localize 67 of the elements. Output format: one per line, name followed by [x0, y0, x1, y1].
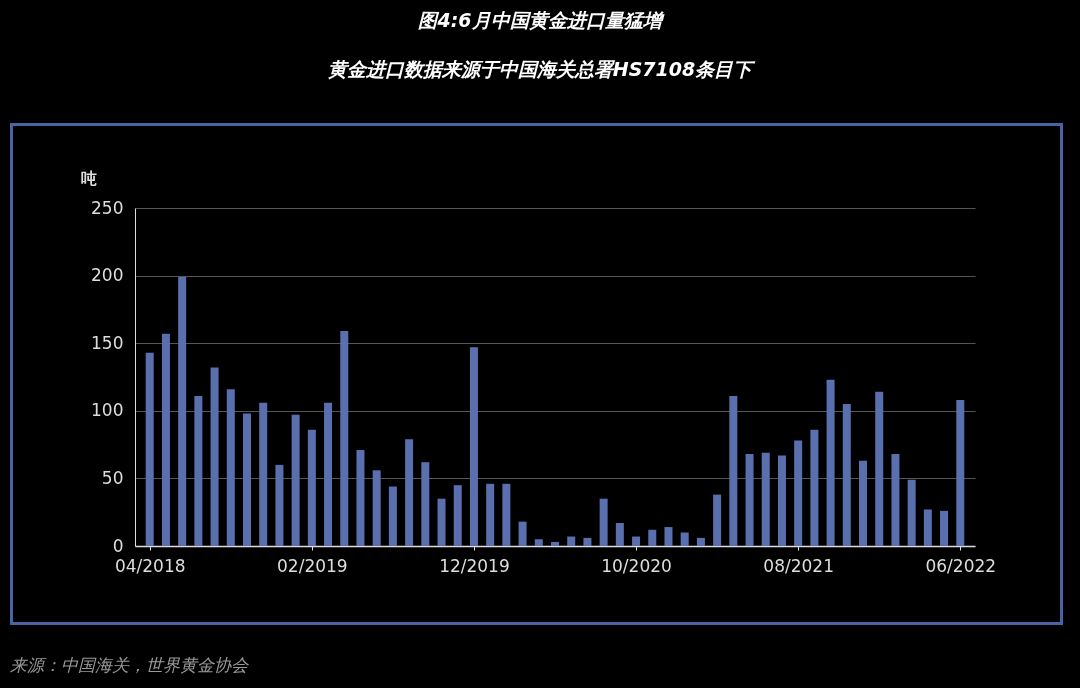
- y-tick-label: 250: [91, 197, 124, 218]
- bar: [372, 470, 381, 546]
- bar: [875, 391, 884, 546]
- bar: [388, 486, 397, 546]
- bar: [648, 529, 657, 546]
- bar: [615, 523, 624, 546]
- bar: [486, 483, 495, 546]
- bar: [567, 536, 576, 546]
- bar: [599, 498, 608, 546]
- bar: [777, 455, 786, 546]
- bar: [210, 367, 219, 546]
- bar: [761, 452, 770, 546]
- bar: [794, 440, 803, 546]
- bar: [664, 527, 673, 546]
- bar: [324, 402, 333, 546]
- bar: [340, 331, 349, 546]
- x-tick-label: 02/2019: [277, 555, 348, 576]
- bar: [729, 395, 738, 546]
- bar: [259, 402, 268, 546]
- bar: [145, 352, 154, 546]
- bar: [923, 509, 932, 546]
- bar: [161, 333, 170, 546]
- bar: [421, 462, 430, 546]
- bar: [680, 532, 689, 546]
- source-note: 来源：中国海关，世界黄金协会: [10, 654, 248, 677]
- y-axis-title: 吨: [80, 169, 97, 187]
- bar: [956, 399, 965, 546]
- bar: [534, 539, 543, 546]
- bar: [583, 537, 592, 546]
- bar: [226, 389, 235, 546]
- bar: [356, 450, 365, 546]
- y-tick-label: 200: [91, 265, 124, 286]
- y-tick-label: 100: [91, 400, 124, 421]
- bar: [291, 414, 300, 546]
- bar: [469, 347, 478, 546]
- bar: [891, 454, 900, 546]
- bar: [178, 276, 187, 546]
- bar: [502, 483, 511, 546]
- x-tick-label: 04/2018: [114, 555, 186, 576]
- x-tick-label: 12/2019: [439, 555, 510, 576]
- bar: [940, 510, 949, 546]
- x-tick-label: 06/2022: [925, 555, 997, 576]
- x-tick-label: 08/2021: [763, 555, 834, 576]
- y-tick-label: 150: [91, 332, 124, 353]
- bar: [437, 498, 446, 546]
- bar: [242, 413, 251, 546]
- bar: [826, 379, 835, 546]
- bar: [632, 536, 641, 546]
- bar: [713, 494, 722, 546]
- y-tick-label: 50: [101, 467, 124, 488]
- bar: [275, 464, 284, 546]
- x-tick-label: 10/2020: [601, 555, 672, 576]
- bar: [405, 439, 414, 546]
- bar: [696, 537, 705, 546]
- bar: [194, 395, 203, 546]
- chart-subtitle: 黄金进口数据来源于中国海关总署HS7108条目下: [327, 58, 757, 80]
- bar: [453, 485, 462, 546]
- bar: [307, 429, 316, 546]
- bar: [842, 404, 851, 546]
- bar: [551, 541, 559, 546]
- chart-title: 图4:6月中国黄金进口量猛增: [418, 9, 665, 31]
- bar: [859, 460, 868, 546]
- bar: [810, 429, 819, 546]
- bar: [907, 479, 916, 546]
- bar: [745, 454, 754, 546]
- y-tick-label: 0: [112, 535, 124, 556]
- bar: [518, 521, 527, 546]
